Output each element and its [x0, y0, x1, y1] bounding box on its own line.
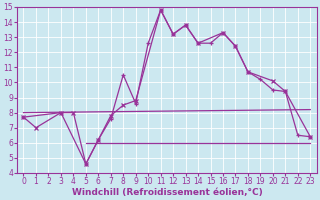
- X-axis label: Windchill (Refroidissement éolien,°C): Windchill (Refroidissement éolien,°C): [72, 188, 262, 197]
